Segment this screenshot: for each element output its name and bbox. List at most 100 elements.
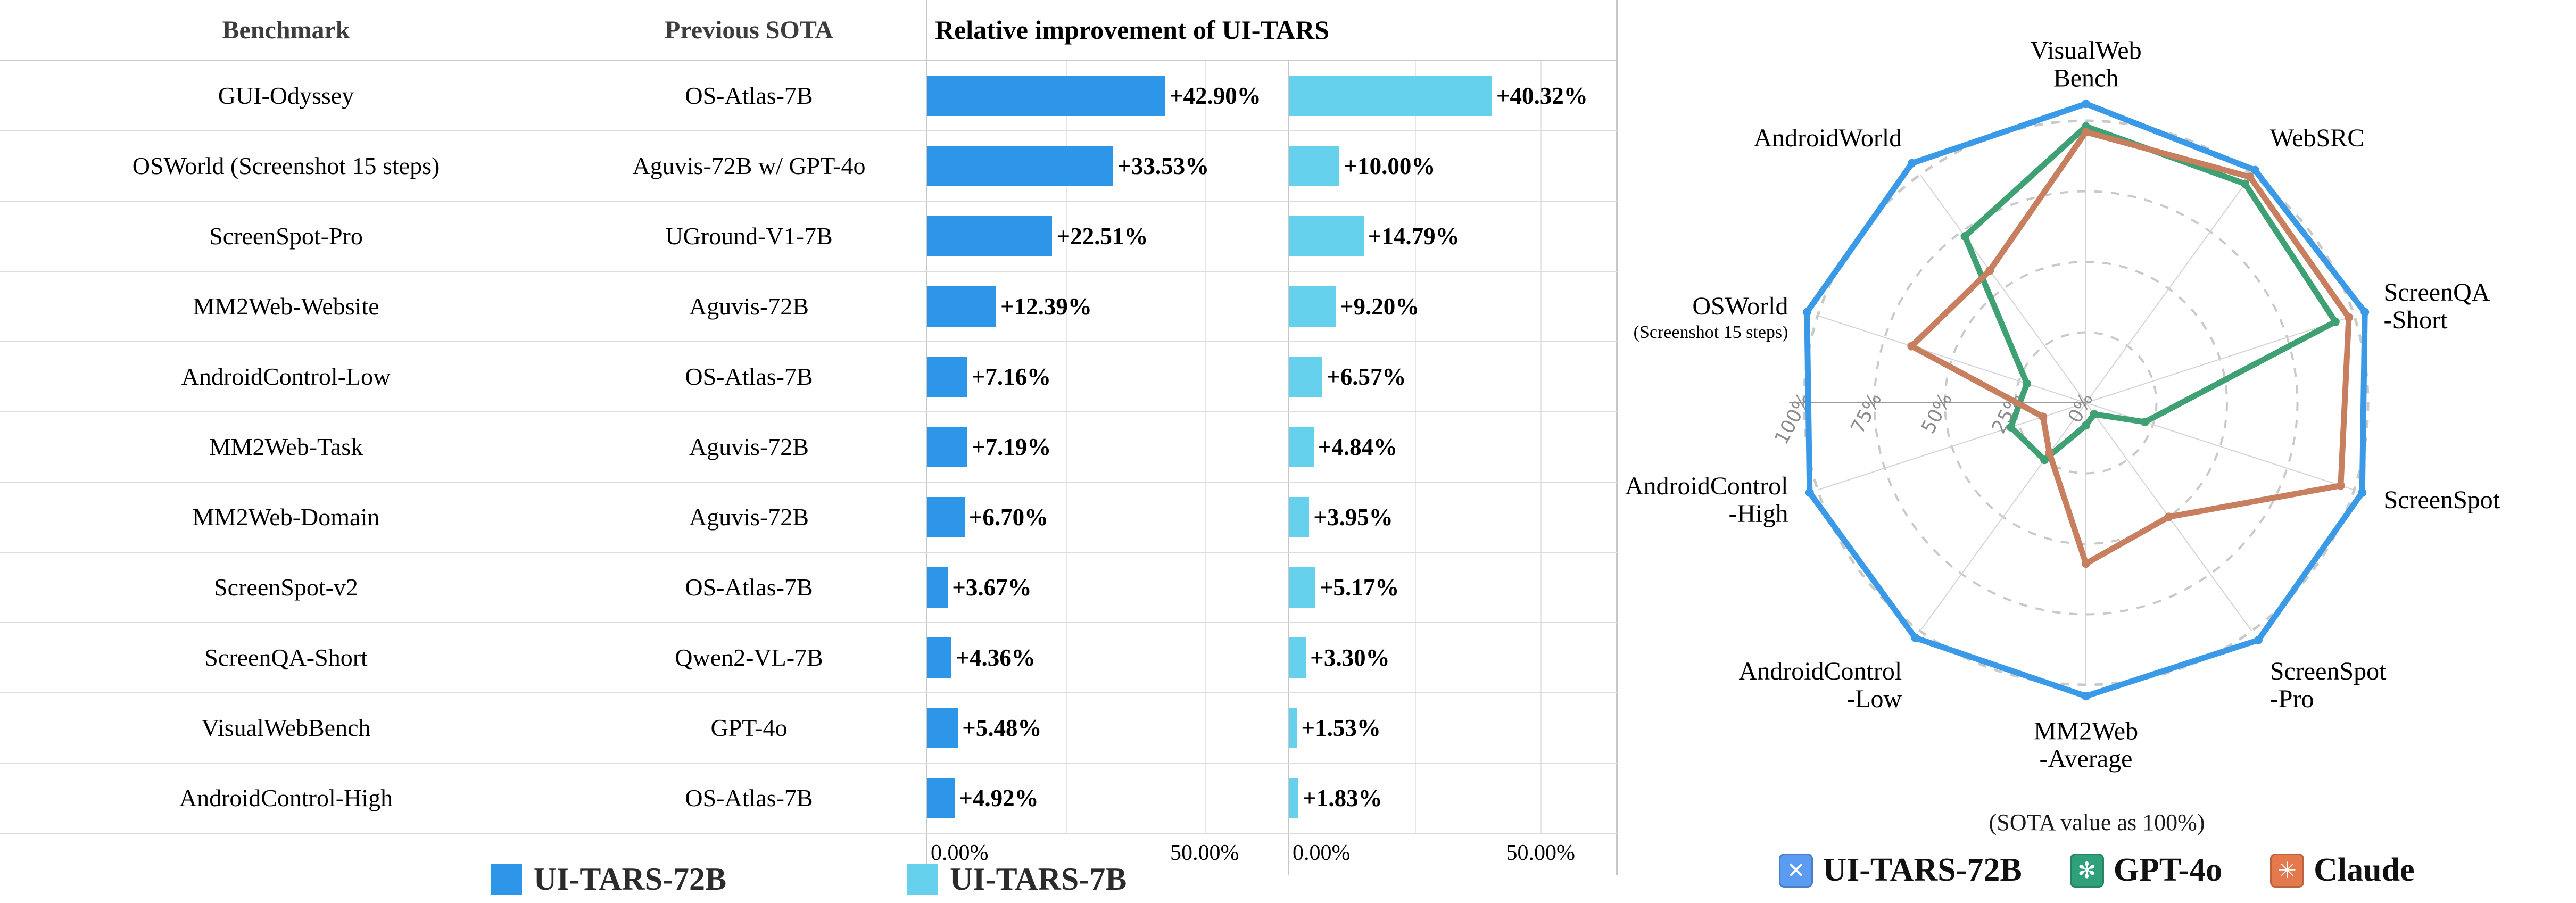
radar-vertex bbox=[2336, 481, 2345, 490]
previous-sota-name: UGround-V1-7B bbox=[665, 222, 833, 250]
improvement-value-label: +4.36% bbox=[956, 644, 1036, 671]
gridline-50 bbox=[1540, 553, 1542, 622]
gridline-25 bbox=[1415, 272, 1417, 341]
benchmark-name: GUI-Odyssey bbox=[218, 81, 354, 109]
gridline-50 bbox=[1540, 202, 1542, 271]
header-benchmark: Benchmark bbox=[222, 15, 350, 44]
radar-vertex bbox=[2254, 635, 2263, 644]
gridline-50 bbox=[1204, 342, 1206, 411]
bar-cell-ui-tars-7b: +3.95% bbox=[1288, 483, 1618, 552]
gridline-50 bbox=[1540, 483, 1542, 552]
improvement-value-label: +4.92% bbox=[959, 785, 1039, 811]
gridline-50 bbox=[1204, 693, 1206, 763]
radar-axis-sublabel: (Screenshot 15 steps) bbox=[1634, 322, 1788, 342]
improvement-value-label: +3.30% bbox=[1310, 644, 1390, 671]
axis-tick-50-72b: 50.00% bbox=[1170, 841, 1239, 865]
previous-sota-name: Qwen2-VL-7B bbox=[675, 643, 823, 671]
bar-cell-ui-tars-72b: +5.48% bbox=[926, 693, 1288, 763]
radar-vertex bbox=[2358, 488, 2367, 497]
improvement-value-label: +33.53% bbox=[1117, 153, 1210, 179]
axis-tick-0-72b: 0.00% bbox=[931, 841, 989, 865]
radar-vertex bbox=[2082, 692, 2090, 701]
axis-7b: 0.00% 50.00% bbox=[1288, 834, 1618, 875]
table-row: AndroidControl-High OS-Atlas-7B +4.92% +1.8… bbox=[0, 764, 1618, 834]
improvement-bar bbox=[927, 778, 955, 818]
improvement-value-label: +7.19% bbox=[971, 434, 1051, 460]
table-header-row: Benchmark Previous SOTA Relative improve… bbox=[0, 0, 1618, 61]
previous-sota-name: OS-Atlas-7B bbox=[685, 362, 813, 390]
gridline-50 bbox=[1540, 693, 1542, 763]
previous-sota-name: OS-Atlas-7B bbox=[685, 81, 813, 109]
claude-logo-icon: ✳ bbox=[2270, 853, 2305, 888]
gridline-50 bbox=[1204, 61, 1206, 130]
gridline-50 bbox=[1204, 202, 1206, 271]
previous-sota-name: Aguvis-72B w/ GPT-4o bbox=[632, 152, 866, 179]
table-row: VisualWebBench GPT-4o +5.48% +1.53% bbox=[0, 693, 1618, 764]
improvement-value-label: +10.00% bbox=[1344, 153, 1436, 179]
radar-vertex bbox=[2331, 317, 2340, 326]
radar-vertex bbox=[2040, 455, 2049, 465]
improvement-value-label: +4.84% bbox=[1318, 434, 1398, 460]
gridline-25 bbox=[1415, 342, 1417, 411]
gridline-50 bbox=[1204, 272, 1206, 341]
gridline-50 bbox=[1204, 623, 1206, 692]
gridline-25 bbox=[1415, 623, 1417, 692]
radar-vertex bbox=[2006, 422, 2015, 432]
gridline-25 bbox=[1415, 764, 1417, 833]
benchmark-name: AndroidControl-Low bbox=[181, 362, 391, 390]
bar-cell-ui-tars-72b: +3.67% bbox=[926, 553, 1288, 622]
radar-vertex bbox=[2344, 313, 2353, 322]
radar-vertex bbox=[2082, 559, 2090, 568]
improvement-bar bbox=[927, 708, 958, 748]
gridline-50 bbox=[1204, 483, 1206, 552]
benchmark-name: ScreenSpot-v2 bbox=[214, 573, 358, 601]
gridline-25 bbox=[1066, 483, 1067, 552]
openai-logo-icon: ✻ bbox=[2069, 853, 2104, 888]
gridline-25 bbox=[1415, 483, 1417, 552]
legend-item-uitars7b: UI-TARS-7B bbox=[907, 861, 1127, 898]
table-row: MM2Web-Domain Aguvis-72B +6.70% +3.95% bbox=[0, 483, 1618, 553]
radar-vertex bbox=[1805, 488, 1814, 497]
radar-axis-label: ScreenQA -Short bbox=[2384, 278, 2490, 334]
gridline-25 bbox=[1066, 412, 1067, 482]
benchmark-name: ScreenQA-Short bbox=[204, 643, 368, 671]
bar-cell-ui-tars-72b: +4.92% bbox=[926, 764, 1288, 833]
axis-72b: 0.00% 50.00% bbox=[926, 834, 1288, 875]
radar-panel: 100% 75% 50% 25% 0% VisualWeb Bench WebSRC Scree… bbox=[1618, 0, 2576, 903]
bar-cell-ui-tars-7b: +3.30% bbox=[1288, 623, 1618, 692]
bar-cell-ui-tars-72b: +7.19% bbox=[926, 412, 1288, 482]
bar-cell-ui-tars-7b: +40.32% bbox=[1288, 61, 1618, 130]
gridline-50 bbox=[1204, 553, 1206, 622]
header-previous-sota: Previous SOTA bbox=[665, 15, 833, 44]
gridline-50 bbox=[1540, 342, 1542, 411]
gridline-25 bbox=[1066, 272, 1067, 341]
gridline-50 bbox=[1540, 61, 1542, 130]
improvement-bar bbox=[1289, 778, 1299, 818]
improvement-bar bbox=[1289, 708, 1297, 748]
legend-label-uitars7b: UI-TARS-7B bbox=[950, 861, 1127, 897]
improvement-bar bbox=[927, 497, 965, 537]
radar-axis-label: WebSRC bbox=[2270, 124, 2365, 152]
bar-cell-ui-tars-7b: +1.83% bbox=[1288, 764, 1618, 833]
radar-vertex bbox=[1802, 308, 1811, 317]
previous-sota-name: GPT-4o bbox=[710, 714, 788, 741]
previous-sota-name: OS-Atlas-7B bbox=[685, 784, 813, 811]
previous-sota-name: OS-Atlas-7B bbox=[685, 573, 813, 601]
radar-spoke bbox=[2085, 315, 2355, 403]
improvement-value-label: +14.79% bbox=[1368, 223, 1460, 250]
benchmark-name: AndroidControl-High bbox=[179, 784, 393, 811]
gridline-25 bbox=[1066, 623, 1067, 692]
radar-axis-label: AndroidWorld bbox=[1753, 124, 1902, 152]
improvement-value-label: +12.39% bbox=[1000, 293, 1092, 320]
radar-vertex bbox=[1907, 342, 1916, 351]
improvement-bar bbox=[1289, 216, 1364, 256]
header-relative-improvement: Relative improvement of UI-TARS bbox=[926, 0, 1618, 60]
gridline-25 bbox=[1415, 553, 1417, 622]
radar-legend-label: UI-TARS-72B bbox=[1823, 852, 2022, 888]
benchmark-name: VisualWebBench bbox=[201, 714, 371, 741]
legend-item-uitars72b: UI-TARS-72B bbox=[491, 861, 726, 898]
table-row: MM2Web-Website Aguvis-72B +12.39% +9.20% bbox=[0, 272, 1618, 342]
radar-vertex bbox=[1960, 231, 1969, 241]
improvement-value-label: +3.67% bbox=[952, 574, 1032, 601]
radar-spoke bbox=[2085, 402, 2355, 491]
